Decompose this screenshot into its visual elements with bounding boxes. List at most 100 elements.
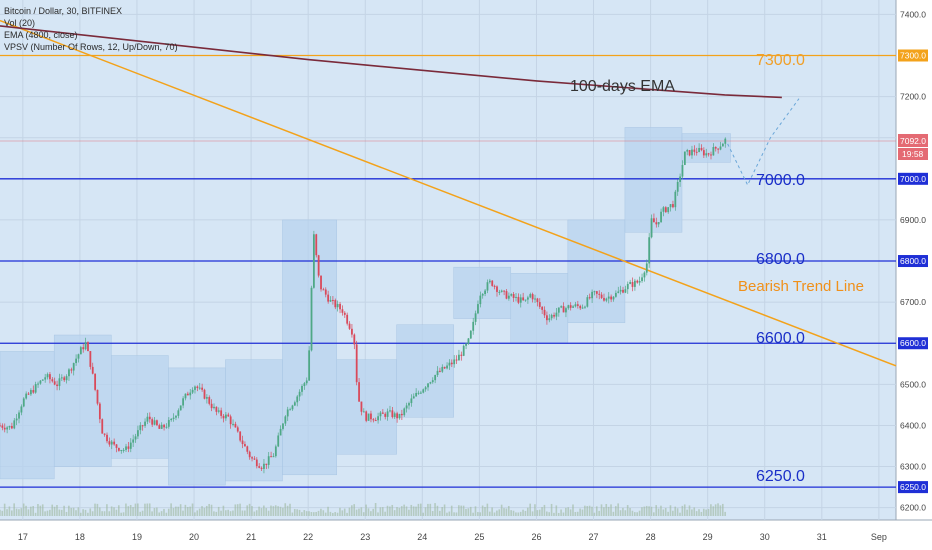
volume-bar [367, 508, 370, 516]
candle-body [120, 450, 123, 452]
volume-bar [296, 509, 298, 516]
candle-body [351, 328, 353, 335]
candle-body [486, 282, 489, 291]
candle-body [705, 153, 708, 156]
x-tick-label: 29 [703, 532, 713, 542]
candle-body [669, 204, 672, 208]
candle-body [393, 413, 396, 418]
legend-title[interactable]: Bitcoin / Dollar, 30, BITFINEX [4, 6, 123, 16]
candle-body [148, 416, 151, 420]
legend-vpsv[interactable]: VPSV (Number Of Rows, 12, Up/Down, 70) [4, 42, 178, 52]
x-tick-label: 24 [417, 532, 427, 542]
volume-bar [636, 512, 638, 516]
volume-bar [419, 503, 422, 516]
candle-body [403, 408, 406, 416]
volume-bar [698, 509, 700, 516]
volume-bar [229, 511, 232, 516]
candle-body [560, 306, 563, 308]
volume-bar [555, 505, 558, 516]
y-tick-label: 7200.0 [900, 92, 926, 102]
candle-body [400, 413, 403, 416]
x-tick-label: 22 [303, 532, 313, 542]
candle-body [10, 426, 13, 429]
level-6800-label: 6800.0 [756, 251, 805, 268]
volume-profile-box [453, 266, 512, 319]
candle-body [286, 409, 289, 417]
candle-body [510, 294, 513, 296]
volume-bar [289, 503, 291, 516]
volume-bar [72, 507, 75, 516]
current-price-badge [898, 133, 928, 147]
y-tick-label: 6800.0 [900, 256, 926, 266]
volume-bar [0, 509, 1, 516]
legend-ema[interactable]: EMA (4800, close) [4, 30, 78, 40]
volume-bar [220, 510, 222, 516]
volume-bar [667, 511, 669, 516]
volume-bar [79, 512, 82, 516]
candle-body [132, 439, 135, 443]
volume-bar [110, 506, 113, 516]
volume-bar [301, 512, 303, 516]
volume-bar [565, 507, 567, 516]
candle-body [46, 374, 49, 378]
candle-body [91, 366, 94, 374]
candle-body [719, 146, 722, 150]
ema-line [0, 25, 782, 99]
candle-body [453, 359, 456, 365]
candle-body [465, 343, 467, 346]
candle-body [110, 441, 113, 445]
candle-body [189, 392, 192, 396]
candle-body [270, 456, 272, 458]
candle-body [144, 421, 146, 426]
countdown-badge [898, 147, 928, 160]
candle-body [548, 318, 551, 321]
volume-bar [546, 511, 548, 516]
volume-bar [120, 512, 122, 516]
volume-bar [293, 508, 296, 516]
level-6250-label: 6250.0 [756, 468, 805, 485]
candle-body [541, 306, 544, 310]
volume-bar [160, 511, 163, 516]
volume-bar [179, 504, 182, 516]
candle-body [32, 390, 35, 393]
candle-body [710, 154, 712, 156]
volume-bar [22, 503, 25, 516]
volume-bar [441, 507, 443, 516]
candle-body [686, 150, 689, 152]
candle-body [251, 457, 253, 459]
volume-bar [429, 503, 432, 516]
legend-volume[interactable]: Vol (20) [4, 18, 36, 28]
volume-bar [641, 507, 643, 516]
candle-body [691, 149, 693, 156]
candle-body [303, 383, 306, 386]
volume-bar [505, 508, 508, 516]
candle-body [619, 289, 622, 292]
volume-bar [132, 507, 134, 516]
x-tick-label: 28 [646, 532, 656, 542]
candle-body [600, 294, 603, 298]
candle-body [567, 305, 570, 309]
candle-body [51, 379, 54, 382]
volume-bar [77, 507, 80, 516]
volume-bar [236, 504, 239, 516]
volume-bar [446, 512, 448, 516]
volume-bar [662, 509, 665, 516]
volume-bar [270, 505, 272, 516]
volume-bars [0, 503, 726, 516]
volume-bar [129, 504, 132, 516]
candle-body [614, 292, 617, 297]
x-tick-label: 26 [531, 532, 541, 542]
candle-body [405, 405, 408, 409]
candle-body [334, 300, 337, 308]
volume-bar [355, 509, 358, 516]
candle-body [213, 406, 215, 409]
volume-bar [282, 507, 284, 516]
candle-body [522, 297, 525, 301]
volume-bar [82, 509, 84, 516]
candle-body [198, 387, 201, 389]
volume-bar [253, 511, 256, 516]
volume-bar [650, 506, 653, 516]
candle-body [662, 207, 665, 212]
